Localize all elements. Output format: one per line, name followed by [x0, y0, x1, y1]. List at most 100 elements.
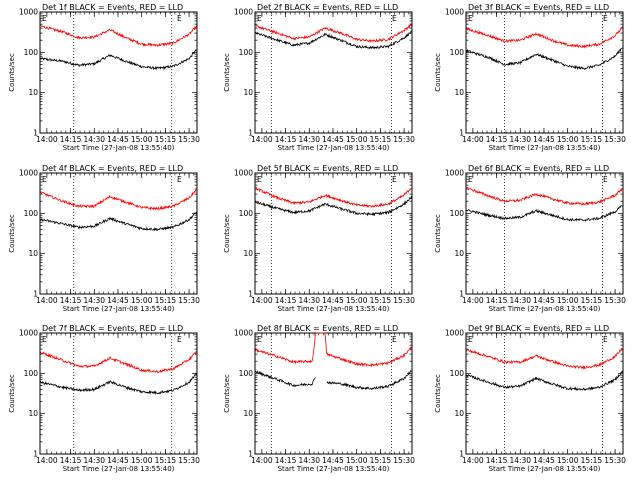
panel-det-9: Det 9f BLACK = Events, RED = LLD 1 10 100 10… [434, 324, 626, 473]
corner-glyph: E [42, 14, 47, 23]
x-tick-label: 15:30 [604, 296, 626, 305]
x-tick-label: 15:00 [131, 135, 153, 144]
y-tick-label: 1000 [234, 169, 253, 178]
y-tick-label: 10 [28, 409, 38, 418]
x-tick-label: 14:15 [486, 296, 508, 305]
events-series-line [255, 30, 412, 50]
x-tick-label: 14:45 [533, 135, 555, 144]
lld-series-line [40, 24, 197, 48]
y-tick-label: 1 [33, 450, 38, 459]
corner-glyph: E [177, 14, 182, 23]
y-tick-label: 10 [28, 249, 38, 258]
x-axis-label: Start Time (27-Jan-08 13:55:40) [278, 465, 390, 473]
y-tick-label: 1 [248, 129, 253, 138]
corner-glyph: E [257, 335, 262, 344]
y-axis-label: Counts/sec [434, 214, 442, 253]
x-tick-label: 15:15 [155, 456, 177, 465]
x-tick-label: 14:45 [107, 296, 129, 305]
plot-frame [254, 332, 413, 455]
corner-glyph: E [392, 175, 397, 184]
corner-glyph: E [392, 335, 397, 344]
x-tick-label: 15:00 [131, 296, 153, 305]
plot-frame [39, 332, 198, 455]
y-tick-label: 100 [24, 209, 39, 218]
x-tick-label: 15:30 [604, 456, 626, 465]
x-tick-label: 15:15 [581, 135, 603, 144]
plot-frame [254, 11, 413, 134]
events-series-line [466, 205, 623, 222]
y-tick-label: 10 [454, 249, 464, 258]
corner-glyph: E [603, 14, 608, 23]
x-tick-label: 14:30 [509, 456, 531, 465]
y-tick-label: 100 [239, 369, 254, 378]
y-tick-label: 1000 [234, 8, 253, 17]
y-tick-label: 1000 [19, 329, 38, 338]
plot-frame [39, 11, 198, 134]
x-tick-label: 15:15 [370, 296, 392, 305]
plot-frame [465, 172, 624, 295]
corner-glyph: E [603, 335, 608, 344]
x-tick-label: 15:15 [155, 135, 177, 144]
x-tick-label: 14:00 [36, 135, 58, 144]
x-tick-label: 15:30 [393, 296, 415, 305]
x-tick-label: 15:15 [370, 456, 392, 465]
lld-series-line [40, 188, 197, 211]
corner-glyph: E [468, 14, 473, 23]
events-series-line [40, 49, 197, 71]
events-series-line [466, 370, 623, 391]
x-tick-label: 14:00 [36, 456, 58, 465]
corner-glyph: E [603, 175, 608, 184]
events-series-line [40, 211, 197, 232]
x-tick-label: 14:00 [36, 296, 58, 305]
x-tick-label: 14:00 [251, 296, 273, 305]
y-tick-label: 10 [28, 88, 38, 97]
plot-frame [465, 11, 624, 134]
corner-glyph: E [42, 335, 47, 344]
y-tick-label: 100 [24, 48, 39, 57]
panel-det-7: Det 7f BLACK = Events, RED = LLD 1 10 100 10… [8, 324, 200, 473]
x-tick-label: 14:45 [107, 456, 129, 465]
plot-frame [39, 172, 198, 295]
x-tick-label: 15:15 [370, 135, 392, 144]
lld-series-line [466, 186, 623, 206]
x-tick-label: 14:45 [107, 135, 129, 144]
x-tick-label: 15:00 [557, 296, 579, 305]
y-tick-label: 10 [454, 409, 464, 418]
y-axis-label: Counts/sec [223, 53, 231, 92]
y-tick-label: 1000 [445, 169, 464, 178]
x-tick-label: 14:00 [251, 135, 273, 144]
y-tick-label: 1 [459, 129, 464, 138]
x-tick-label: 14:15 [486, 135, 508, 144]
panel-title: Det 7f BLACK = Events, RED = LLD [42, 324, 183, 333]
x-tick-label: 14:45 [533, 456, 555, 465]
y-tick-label: 100 [450, 209, 465, 218]
x-tick-label: 15:15 [581, 296, 603, 305]
x-tick-label: 14:30 [83, 456, 105, 465]
lld-series-line [255, 23, 412, 44]
x-tick-label: 15:00 [346, 456, 368, 465]
panel-det-3: Det 3f BLACK = Events, RED = LLD 1 10 100 10… [434, 3, 626, 152]
panel-title: Det 9f BLACK = Events, RED = LLD [468, 324, 609, 333]
x-tick-label: 15:30 [178, 296, 200, 305]
y-axis-label: Counts/sec [8, 214, 16, 253]
lld-series-line [466, 26, 623, 49]
x-tick-label: 15:00 [557, 135, 579, 144]
x-tick-label: 15:00 [557, 456, 579, 465]
y-tick-label: 1 [33, 129, 38, 138]
x-tick-label: 14:30 [83, 135, 105, 144]
x-tick-label: 14:45 [322, 135, 344, 144]
panel-title: Det 2f BLACK = Events, RED = LLD [257, 3, 398, 12]
x-tick-label: 14:00 [462, 135, 484, 144]
y-tick-label: 100 [450, 48, 465, 57]
x-axis-label: Start Time (27-Jan-08 13:55:40) [63, 305, 175, 313]
y-tick-label: 100 [450, 369, 465, 378]
y-tick-label: 1 [248, 290, 253, 299]
y-tick-label: 1000 [234, 329, 253, 338]
lld-series-line [255, 186, 412, 208]
x-axis-label: Start Time (27-Jan-08 13:55:40) [489, 465, 601, 473]
x-tick-label: 14:30 [298, 456, 320, 465]
x-axis-label: Start Time (27-Jan-08 13:55:40) [489, 144, 601, 152]
y-axis-label: Counts/sec [8, 53, 16, 92]
panel-title: Det 3f BLACK = Events, RED = LLD [468, 3, 609, 12]
